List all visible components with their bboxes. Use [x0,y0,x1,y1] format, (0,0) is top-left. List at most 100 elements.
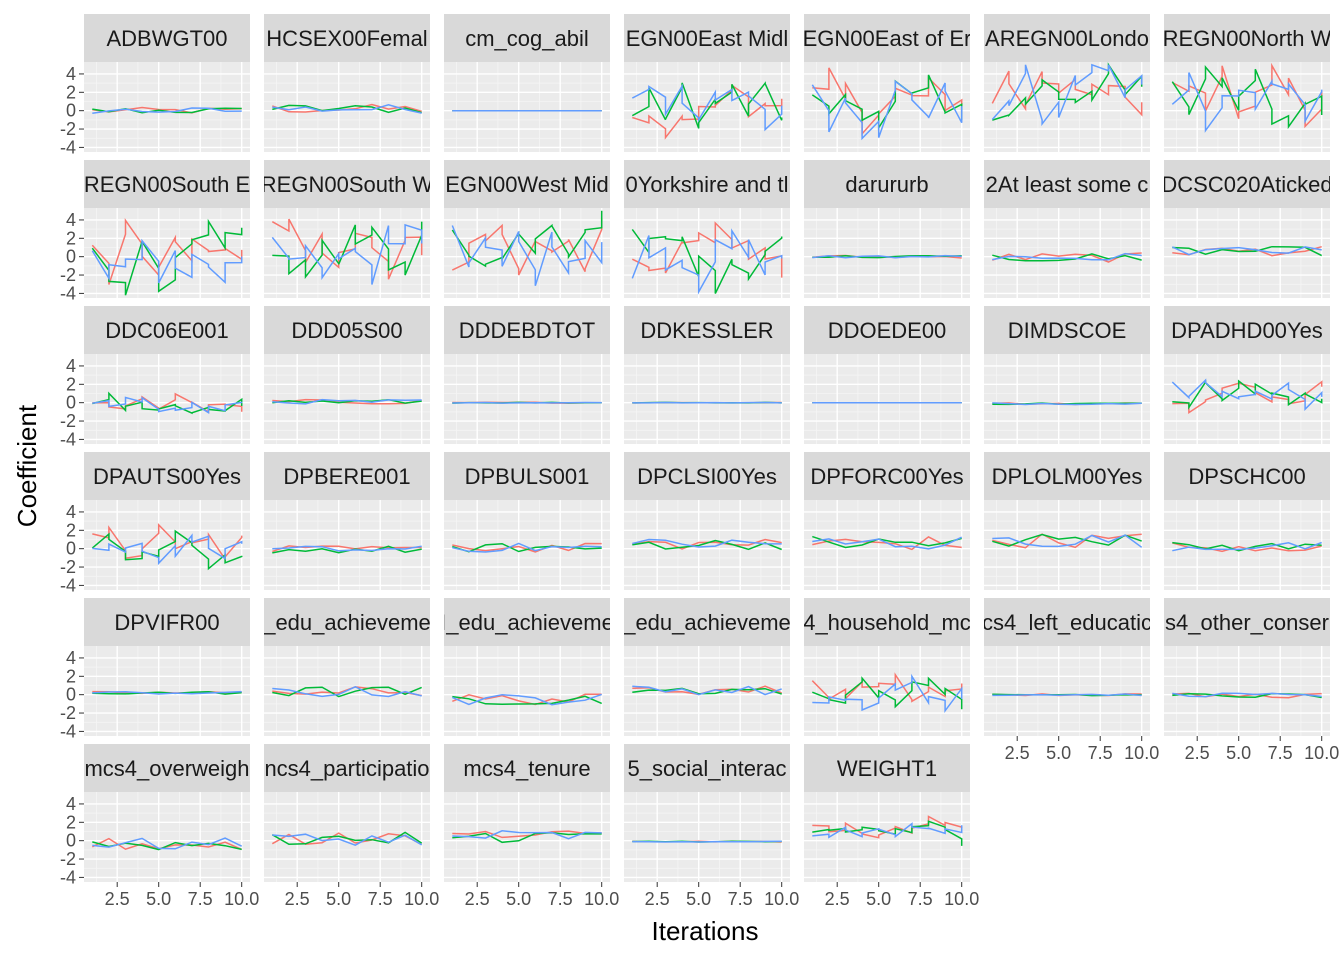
facet-panel: REGN00South W [264,160,430,298]
series-line [272,104,422,114]
series-line [271,831,423,846]
facet-strip [84,598,250,646]
facet-strip-label: I_edu_achieveme [440,610,614,635]
facet-strip-label: REGN00South E [84,172,250,197]
panel-background [984,646,1150,736]
x-tick-label: 10.0 [404,889,439,909]
facet-strip-label: 4_household_mc [803,610,971,635]
facet-strip-label: DPCLSI00Yes [637,464,777,489]
facet-panel: DPFORC00Yes [804,452,970,590]
series-line [272,398,422,405]
panel-background [444,208,610,298]
series-line [1171,246,1322,256]
series-line [272,833,423,847]
panel-background [624,646,790,736]
facet-strip-label: DPADHD00Yes [1171,318,1323,343]
y-tick-label: 4 [66,210,76,230]
facet-panel: DPSCHC00 [1164,452,1330,590]
y-tick-label: 2 [66,228,76,248]
facet-strip [804,598,970,646]
y-tick-label: -2 [60,119,76,139]
facet-strip [84,160,250,208]
facet-panel: darururb [804,160,970,298]
series-line [452,830,602,840]
facet-strip [1164,452,1330,500]
facet-strip-label: DDD05S00 [291,318,402,343]
facet-strip [984,306,1150,354]
facet-panel: _edu_achieveme [624,598,790,736]
facet-strip [264,306,430,354]
x-tick-label: 5.0 [866,889,891,909]
x-tick-label: 2.5 [465,889,490,909]
series-line [992,402,1142,406]
panel-background [1164,354,1330,444]
x-tick-label: 10.0 [224,889,259,909]
panel-background [804,354,970,444]
y-tick-label: 2 [66,666,76,686]
facet-strip-label: HCSEX00Femal [266,26,427,51]
y-axis-title: Coefficient [12,404,42,527]
panel-background [444,646,610,736]
series-line [992,534,1143,548]
y-tick-label: -4 [60,721,76,741]
series-line [812,535,962,549]
facet-strip [1164,14,1330,62]
y-tick-label: 2 [66,812,76,832]
facet-panel: AREGN00Londo [984,14,1150,152]
series-line [272,685,422,698]
series-line [92,690,242,695]
series-line [991,63,1143,127]
facet-panel: 5_social_interac 2.5 5.0 7.5 10.0 [624,744,799,909]
panel-background [84,62,250,152]
facet-strip-label: REGN00North W [1163,26,1332,51]
facet-strip [264,744,430,792]
x-tick-label: 7.5 [188,889,213,909]
y-tick-label: -4 [60,867,76,887]
y-tick-label: -2 [60,703,76,723]
facet-strip-label: DCSC020Aticked [1161,172,1332,197]
facet-panel: WEIGHT1 2.5 5.0 7.5 10.0 [804,744,979,909]
facet-panel: DDD05S00 [264,306,430,444]
panel-background [624,792,790,882]
facet-panel: DPLOLM00Yes [984,452,1150,590]
facet-panel: DIMDSCOE [984,306,1150,444]
x-tick-label: 7.5 [1268,743,1293,763]
facet-panel: cs4_left_educatic 2.5 5.0 7.5 10.0 [984,598,1159,763]
series-line [272,545,422,552]
facet-strip-label: DDC06E001 [105,318,229,343]
series-line [812,822,963,839]
facet-strip-label: WEIGHT1 [837,756,937,781]
series-line [272,398,422,404]
facet-strip [1164,598,1330,646]
panel-background [624,208,790,298]
facet-strip-label: DDOEDE00 [828,318,947,343]
facet-strip [624,598,790,646]
y-tick-label: 0 [66,539,76,559]
facet-panel: ADBWGT00 420-2-4 [60,14,250,157]
y-tick-label: -2 [60,557,76,577]
x-tick-label: 5.0 [1046,743,1071,763]
panel-background [984,208,1150,298]
panel-background [984,354,1150,444]
series-line [632,538,782,548]
series-line [1171,72,1323,133]
facet-panel: HCSEX00Femal [264,14,430,152]
facet-strip [444,452,610,500]
series-line [452,542,602,553]
facet-strip-label: darururb [845,172,928,197]
series-line [631,228,783,294]
series-line [632,685,782,696]
x-tick-label: 10.0 [1124,743,1159,763]
facet-panel: REGN00South E 420-2-4 [60,160,250,303]
facet-strip-label: 0Yorkshire and tl [625,172,788,197]
facet-strip-label: DPAUTS00Yes [93,464,241,489]
facet-panel: DPAUTS00Yes 420-2-4 [60,452,250,595]
facet-strip-label: DPVIFR00 [114,610,219,635]
series-line [92,396,243,415]
y-tick-label: 4 [66,64,76,84]
x-tick-label: 7.5 [548,889,573,909]
facet-strip [1164,306,1330,354]
facet-panel: DDOEDE00 [804,306,970,444]
y-tick-label: -2 [60,849,76,869]
